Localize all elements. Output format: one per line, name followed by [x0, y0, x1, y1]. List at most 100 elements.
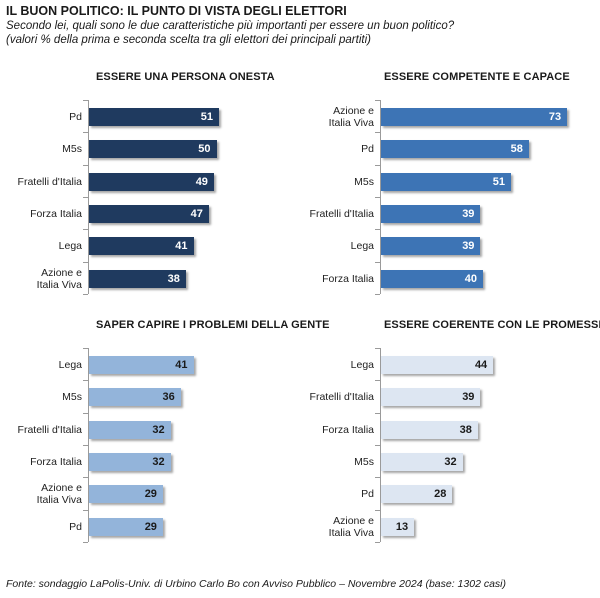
category-label: Fratelli d'Italia	[17, 175, 82, 188]
data-label: 32	[444, 455, 457, 468]
axis-tick	[375, 196, 380, 198]
data-label: 51	[200, 111, 214, 123]
data-label: 73	[548, 111, 562, 123]
category-axis	[88, 100, 89, 294]
bar	[381, 517, 415, 536]
axis-tick	[83, 293, 88, 295]
data-label: 44	[474, 359, 488, 371]
axis-tick	[375, 509, 380, 511]
axis-tick	[375, 412, 380, 414]
panel-title: ESSERE UNA PERSONA ONESTA	[96, 71, 275, 83]
bar	[89, 140, 217, 159]
category-label: Azione e Italia Viva	[36, 266, 82, 291]
chart-question: Secondo lei, quali sono le due caratteri…	[6, 20, 455, 32]
data-label: 28	[434, 488, 447, 501]
category-label: Lega	[350, 359, 374, 371]
bar	[381, 388, 481, 407]
data-label: 13	[395, 520, 409, 533]
bar	[89, 420, 171, 439]
axis-tick	[83, 348, 88, 349]
axis-tick	[375, 229, 380, 231]
panel-title: SAPER CAPIRE I PROBLEMI DELLA GENTE	[96, 319, 330, 331]
category-label: Pd	[361, 143, 374, 156]
bar	[89, 204, 209, 223]
bar	[89, 452, 171, 471]
axis-tick	[83, 261, 88, 263]
axis-tick	[83, 229, 88, 231]
category-label: Forza Italia	[322, 423, 374, 436]
data-label: 58	[510, 143, 523, 156]
data-label: 29	[144, 488, 157, 501]
axis-tick	[83, 100, 88, 101]
axis-tick	[375, 132, 380, 134]
bar	[89, 356, 194, 374]
category-axis	[380, 348, 381, 542]
bar	[89, 485, 163, 504]
axis-tick	[375, 100, 380, 101]
category-label: Azione e Italia Viva	[328, 514, 374, 539]
data-label: 38	[459, 423, 472, 436]
axis-tick	[83, 541, 88, 543]
bar	[89, 517, 163, 536]
axis-tick	[83, 477, 88, 479]
data-label: 39	[462, 240, 475, 253]
category-label: Pd	[69, 520, 82, 533]
data-label: 50	[198, 143, 211, 156]
axis-tick	[375, 348, 380, 349]
axis-tick	[375, 164, 380, 166]
chart-note: (valori % della prima e seconda scelta t…	[6, 34, 371, 46]
category-label: Lega	[58, 240, 82, 253]
category-label: Azione e Italia Viva	[328, 105, 374, 129]
category-label: M5s	[354, 175, 374, 188]
axis-tick	[83, 412, 88, 414]
category-label: M5s	[354, 455, 374, 468]
data-label: 49	[195, 175, 208, 188]
axis-tick	[375, 477, 380, 479]
bar	[381, 485, 453, 504]
bar	[381, 237, 481, 256]
source-note: Fonte: sondaggio LaPolis-Univ. di Urbino…	[6, 578, 506, 590]
category-label: Pd	[69, 111, 82, 123]
axis-tick	[83, 380, 88, 382]
data-label: 40	[464, 272, 477, 285]
data-label: 39	[462, 207, 475, 220]
bar	[381, 420, 478, 439]
category-label: M5s	[62, 391, 82, 404]
category-label: Forza Italia	[30, 207, 82, 220]
category-label: Pd	[361, 488, 374, 501]
category-label: Fratelli d'Italia	[309, 391, 374, 404]
bar	[381, 204, 481, 223]
category-label: Azione e Italia Viva	[36, 482, 82, 507]
bar	[381, 172, 512, 191]
category-label: Forza Italia	[322, 272, 374, 285]
bar	[381, 356, 494, 374]
data-label: 47	[190, 207, 203, 220]
category-label: Forza Italia	[30, 455, 82, 468]
chart-title: IL BUON POLITICO: IL PUNTO DI VISTA DEGL…	[6, 4, 347, 18]
axis-tick	[375, 444, 380, 446]
category-label: M5s	[62, 143, 82, 156]
axis-tick	[375, 541, 380, 543]
category-label: Lega	[350, 240, 374, 253]
category-label: Fratelli d'Italia	[17, 423, 82, 436]
bar	[381, 140, 529, 159]
axis-tick	[375, 380, 380, 382]
bar	[89, 108, 220, 126]
chart-header: IL BUON POLITICO: IL PUNTO DI VISTA DEGL…	[6, 4, 594, 47]
data-label: 41	[175, 240, 188, 253]
data-label: 36	[162, 391, 175, 404]
axis-tick	[83, 444, 88, 446]
data-label: 32	[152, 455, 165, 468]
category-label: Lega	[58, 359, 82, 371]
data-label: 51	[492, 175, 506, 188]
bar	[89, 388, 181, 407]
bar	[89, 172, 214, 191]
data-label: 41	[175, 359, 188, 371]
category-axis	[88, 348, 89, 542]
axis-tick	[375, 261, 380, 263]
axis-tick	[83, 196, 88, 198]
axis-tick	[375, 293, 380, 295]
bar	[381, 452, 463, 471]
data-label: 32	[152, 423, 165, 436]
category-label: Fratelli d'Italia	[309, 207, 374, 220]
